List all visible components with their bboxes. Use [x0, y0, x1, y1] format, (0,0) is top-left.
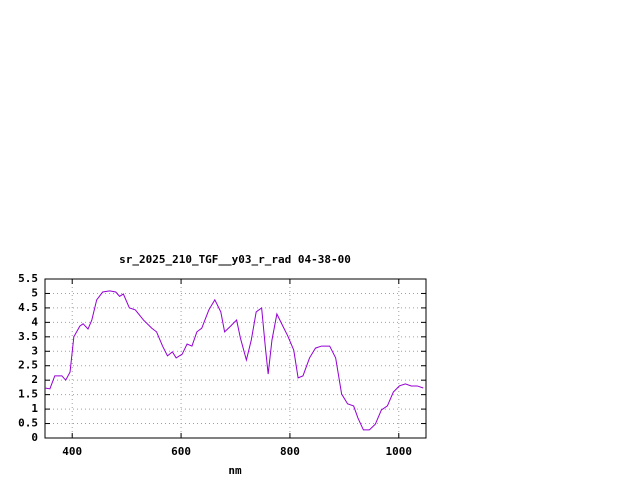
y-tick-label: 0.5 [18, 417, 38, 430]
y-tick-label: 3.5 [18, 330, 38, 343]
y-tick-label: 1.5 [18, 388, 38, 401]
chart-title: sr_2025_210_TGF__y03_r_rad 04-38-00 [119, 253, 351, 266]
y-tick-label: 2.5 [18, 359, 38, 372]
y-tick-label: 5.5 [18, 272, 38, 285]
y-tick-label: 0 [31, 431, 38, 444]
x-tick-label: 800 [280, 445, 300, 458]
y-tick-label: 2 [31, 373, 38, 386]
y-tick-label: 4 [31, 315, 38, 328]
y-tick-label: 3 [31, 344, 38, 357]
y-tick-label: 1 [31, 402, 38, 415]
x-axis-label: nm [228, 464, 242, 477]
y-tick-label: 4.5 [18, 301, 38, 314]
plot-frame [44, 278, 427, 439]
x-tick-label: 1000 [386, 445, 413, 458]
x-tick-label: 600 [171, 445, 191, 458]
data-line [44, 290, 424, 431]
y-tick-label: 5 [31, 286, 38, 299]
x-tick-label: 400 [62, 445, 82, 458]
